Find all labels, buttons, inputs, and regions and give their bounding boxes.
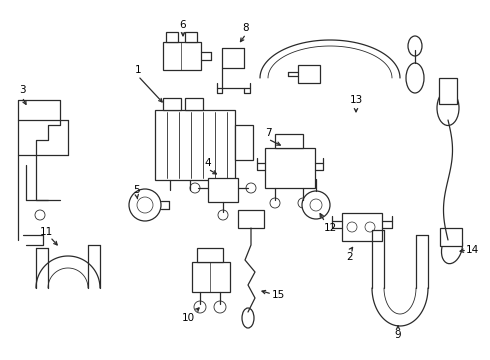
Text: 15: 15 (271, 290, 285, 300)
Bar (439, 78, 457, 104)
Circle shape (137, 197, 153, 213)
Text: 1: 1 (135, 65, 141, 75)
Circle shape (302, 191, 330, 219)
Circle shape (270, 198, 280, 208)
Bar (197, 248, 223, 262)
Bar (275, 134, 303, 148)
Text: 11: 11 (39, 227, 52, 237)
Circle shape (194, 301, 206, 313)
Text: 12: 12 (323, 223, 337, 233)
Circle shape (365, 222, 375, 232)
Circle shape (218, 210, 228, 220)
Bar (192, 262, 230, 292)
Bar (208, 178, 238, 202)
Circle shape (129, 189, 161, 221)
Bar (298, 65, 320, 83)
Text: 10: 10 (181, 313, 195, 323)
Text: 4: 4 (205, 158, 211, 168)
Text: 3: 3 (19, 85, 25, 95)
Bar (166, 32, 178, 42)
Circle shape (298, 198, 308, 208)
Ellipse shape (437, 90, 459, 126)
Circle shape (347, 222, 357, 232)
Bar (163, 42, 201, 70)
Circle shape (214, 301, 226, 313)
Bar (235, 125, 253, 160)
Circle shape (310, 199, 322, 211)
Bar (265, 148, 315, 188)
Circle shape (246, 183, 256, 193)
Text: 8: 8 (243, 23, 249, 33)
Circle shape (190, 183, 200, 193)
Text: 5: 5 (133, 185, 139, 195)
Bar (185, 32, 197, 42)
Bar (155, 110, 235, 180)
Bar (185, 98, 203, 110)
Text: 14: 14 (466, 245, 479, 255)
Bar (440, 228, 462, 246)
Bar (238, 210, 264, 228)
Circle shape (35, 210, 45, 220)
Ellipse shape (441, 232, 463, 264)
Bar (163, 98, 181, 110)
Ellipse shape (406, 63, 424, 93)
Ellipse shape (242, 308, 254, 328)
Ellipse shape (408, 36, 422, 56)
Text: 7: 7 (265, 128, 271, 138)
Bar (342, 213, 382, 241)
Text: 6: 6 (180, 20, 186, 30)
Text: 9: 9 (394, 330, 401, 340)
Text: 2: 2 (347, 252, 353, 262)
Text: 13: 13 (349, 95, 363, 105)
